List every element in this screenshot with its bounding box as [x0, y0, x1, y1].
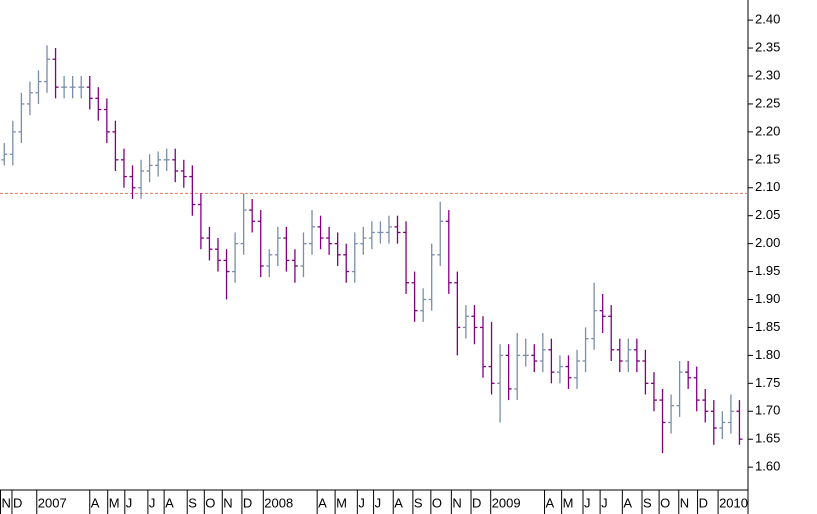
x-tick-label: N — [223, 495, 232, 510]
x-tick-label: M — [336, 495, 347, 510]
x-tick-label: M — [109, 495, 120, 510]
x-tick-label: D — [13, 495, 22, 510]
y-tick-label: 1.85 — [755, 319, 780, 334]
y-tick-label: 2.25 — [755, 95, 780, 110]
x-tick-label: D — [472, 495, 481, 510]
x-tick-label: M — [563, 495, 574, 510]
x-tick-label: J — [358, 495, 365, 510]
x-tick-label: O — [660, 495, 670, 510]
y-tick-label: 2.00 — [755, 235, 780, 250]
y-tick-label: 2.10 — [755, 179, 780, 194]
y-tick-label: 1.60 — [755, 459, 780, 474]
x-tick-label: J — [126, 495, 133, 510]
x-tick-label: A — [623, 495, 632, 510]
y-tick-label: 2.15 — [755, 151, 780, 166]
x-tick-label: D — [699, 495, 708, 510]
x-tick-label: O — [432, 495, 442, 510]
x-tick-label: A — [91, 495, 100, 510]
x-tick-label: J — [149, 495, 156, 510]
y-tick-label: 2.40 — [755, 12, 780, 27]
y-tick-label: 1.70 — [755, 403, 780, 418]
y-tick-label: 2.05 — [755, 207, 780, 222]
x-tick-label: S — [643, 495, 652, 510]
y-tick-label: 2.20 — [755, 123, 780, 138]
x-tick-label: O — [205, 495, 215, 510]
x-tick-label: D — [243, 495, 252, 510]
y-tick-label: 2.30 — [755, 67, 780, 82]
x-tick-label: N — [452, 495, 461, 510]
y-tick-label: 1.95 — [755, 263, 780, 278]
x-tick-label: A — [165, 495, 174, 510]
y-tick-label: 2.35 — [755, 39, 780, 54]
y-tick-label: 1.90 — [755, 291, 780, 306]
x-tick-label: 2010 — [719, 495, 748, 510]
x-tick-label: 2007 — [38, 495, 67, 510]
x-tick-label: A — [318, 495, 327, 510]
x-tick-label: J — [584, 495, 591, 510]
x-tick-label: N — [680, 495, 689, 510]
x-tick-label: N — [2, 495, 11, 510]
x-tick-label: J — [375, 495, 382, 510]
x-tick-label: 2008 — [264, 495, 293, 510]
x-tick-label: S — [414, 495, 423, 510]
x-tick-label: J — [601, 495, 608, 510]
y-tick-label: 1.80 — [755, 347, 780, 362]
x-tick-label: A — [394, 495, 403, 510]
x-tick-label: 2009 — [492, 495, 521, 510]
y-tick-label: 1.65 — [755, 431, 780, 446]
x-tick-label: A — [546, 495, 555, 510]
x-tick-label: S — [188, 495, 197, 510]
y-tick-label: 1.75 — [755, 375, 780, 390]
